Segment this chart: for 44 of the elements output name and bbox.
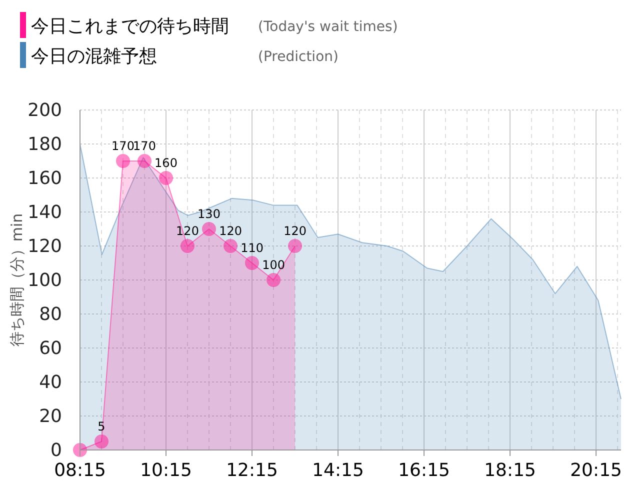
y-tick-label: 180 <box>28 134 62 155</box>
data-label: 120 <box>176 224 199 238</box>
data-label: 170 <box>133 139 156 153</box>
data-label: 130 <box>198 207 220 221</box>
x-tick-label: 14:15 <box>312 460 364 481</box>
y-axis-title: 待ち時間（分）min <box>8 213 26 347</box>
y-tick-label: 60 <box>39 338 62 359</box>
text: (Prediction) <box>258 49 338 65</box>
legend-label: 今日これまでの待ち時間 <box>31 16 229 37</box>
text: (Today's wait times) <box>258 19 398 35</box>
y-tick-label: 140 <box>28 202 62 223</box>
data-label: 120 <box>219 224 242 238</box>
point <box>202 222 216 236</box>
point <box>180 239 195 253</box>
point <box>73 443 87 457</box>
x-tick-label: 12:15 <box>226 460 278 481</box>
x-tick-label: 20:15 <box>570 460 622 481</box>
y-tick-label: 0 <box>50 440 62 461</box>
y-tick-label: 80 <box>39 304 62 325</box>
x-tick-label: 10:15 <box>140 460 192 481</box>
point <box>245 256 260 270</box>
y-tick-label: 40 <box>39 372 62 393</box>
data-label: 100 <box>262 258 285 272</box>
point <box>94 434 108 448</box>
point <box>224 239 238 253</box>
data-label: 120 <box>284 224 306 238</box>
y-tick-label: 20 <box>39 406 62 427</box>
data-label: 110 <box>240 241 264 255</box>
x-tick-label: 16:15 <box>398 460 450 481</box>
y-tick-label: 120 <box>28 236 62 257</box>
x-tick-label: 18:15 <box>484 460 536 481</box>
point <box>159 171 174 185</box>
legend-label: 今日の混雑予想 <box>31 46 157 67</box>
y-tick-label: 100 <box>28 270 62 291</box>
y-tick-label: 200 <box>28 100 62 121</box>
x-tick-label: 08:15 <box>54 460 106 481</box>
point <box>266 273 281 287</box>
y-tick-label: 160 <box>28 168 62 189</box>
point <box>116 154 130 168</box>
point <box>288 239 302 253</box>
data-label: 170 <box>112 139 134 153</box>
data-label: 160 <box>154 156 178 170</box>
data-label: 5 <box>98 420 106 434</box>
point <box>138 154 152 168</box>
